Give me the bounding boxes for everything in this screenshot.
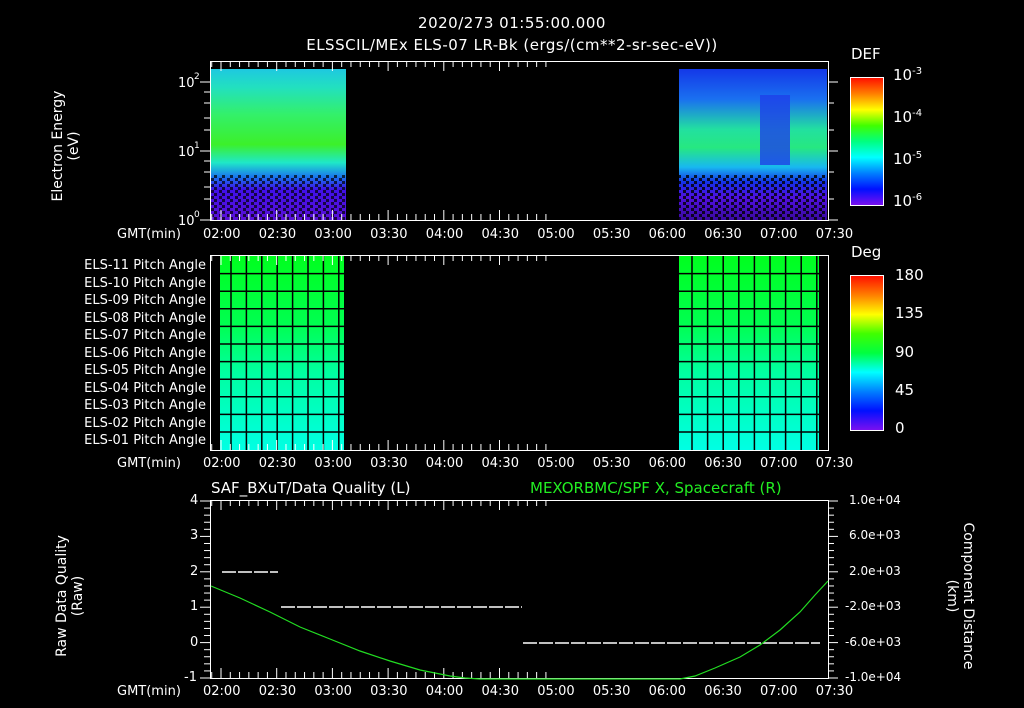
time-tick-label: 05:00 [537,456,575,471]
plot-subtitle: ELSSCIL/MEx ELS-07 LR-Bk (ergs/(cm**2-sr… [306,36,718,54]
time-tick-label: 06:00 [648,227,687,242]
deg-colorbar [850,275,884,431]
quality-tick-label: 4 [190,493,199,508]
pitch-angle-row-label: ELS-01 Pitch Angle [84,433,206,448]
time-tick-label: 03:00 [314,684,352,699]
plot-datetime: 2020/273 01:55:00.000 [418,14,606,32]
distance-unit: (km) [944,579,960,613]
time-tick-label: 06:30 [704,227,742,242]
pitch-angle-row-label: ELS-09 Pitch Angle [84,293,206,308]
deg-tick-180: 180 [895,266,924,284]
pitch-angle-row-label: ELS-06 Pitch Angle [84,345,206,361]
svg-text:10: 10 [178,214,195,225]
distance-axis-label: Component Distance (km) [910,520,1010,670]
time-tick-label: 03:00 [314,456,352,471]
time-tick-label: 04:30 [481,684,519,699]
time-tick-label: 03:00 [314,227,352,242]
distance-tick-label: -2.0e+03 [845,599,902,614]
time-tick-label: 07:30 [815,227,854,242]
time-tick-label: 05:00 [537,227,575,242]
svg-text:10: 10 [178,145,195,160]
quality-tick-label: -1 [184,670,197,685]
deg-tick-90: 90 [895,343,915,361]
quality-axis-label: Raw Data Quality (Raw) [20,520,120,670]
time-tick-label: 02:00 [203,684,241,699]
pitch-angle-labels: ELS-11 Pitch Angle ELS-10 Pitch Angle ELS-… [40,257,206,450]
svg-text:2: 2 [194,72,200,82]
pitch-angle-row-label: ELS-10 Pitch Angle [84,275,206,291]
time-tick-label: 05:30 [592,227,631,242]
spectrogram-panel: 10 0 10 1 10 2 [178,61,838,225]
time-tick-label: 03:30 [370,227,408,242]
time-tick-label: 04:00 [425,456,464,471]
pitch-angle-row-label: ELS-08 Pitch Angle [84,310,206,326]
energy-label: Electron Energy [50,90,66,202]
time-tick-label: 02:00 [203,227,241,242]
quality-label: Raw Data Quality [54,535,70,657]
time-tick-label: 07:00 [760,456,798,471]
time-tick-label: 02:00 [203,456,241,471]
svg-text:10: 10 [178,76,195,91]
time-tick-label: 02:30 [258,684,297,699]
time-tick-label: 06:00 [648,456,687,471]
svg-text:1: 1 [194,141,200,151]
time-tick-label: 07:30 [815,684,854,699]
svg-text:0: 0 [194,210,200,220]
quality-tick-label: 0 [190,634,199,650]
pitch-angle-row-label: ELS-04 Pitch Angle [84,380,206,396]
distance-tick-label: 1.0e+04 [849,493,901,507]
time-tick-label: 04:00 [425,227,464,242]
time-tick-label: 07:00 [760,684,798,699]
right-series-title: MEXORBMC/SPF X, Spacecraft (R) [530,479,782,497]
distance-tick-label: 2.0e+03 [849,563,901,578]
quality-unit: (Raw) [70,575,86,617]
left-series-title: SAF_BXuT/Data Quality (L) [211,479,411,497]
time-axis-label: GMT(min) [117,456,181,471]
time-tick-label: 07:30 [815,456,854,471]
time-tick-label: 07:00 [760,227,798,242]
pitch-angle-row-label: ELS-02 Pitch Angle [84,415,206,431]
time-tick-label: 04:30 [481,227,519,242]
time-tick-label: 03:30 [370,456,408,471]
pitch-angle-panel [210,255,829,451]
pitch-angle-row-label: ELS-03 Pitch Angle [84,398,206,413]
energy-unit: (eV) [66,131,82,161]
deg-tick-0: 0 [895,419,905,437]
energy-axis-label: Electron Energy (eV) [36,68,96,218]
distance-tick-label: -1.0e+04 [845,670,902,684]
time-tick-label: 04:00 [425,684,464,699]
time-tick-label: 03:30 [370,684,408,699]
def-colorbar [850,77,884,206]
quality-tick-label: 2 [190,563,199,579]
pitch-angle-row-label: ELS-11 Pitch Angle [84,258,206,273]
time-tick-label: 02:30 [258,456,297,471]
deg-colorbar-title: Deg [851,243,882,261]
def-tick-label: 10-5 [893,150,923,168]
pitch-angle-row-label: ELS-07 Pitch Angle [84,328,206,343]
def-tick-label: 10-4 [893,108,923,126]
def-colorbar-title: DEF [851,45,881,63]
line-plot-panel [200,500,838,680]
quality-tick-label: 1 [190,599,199,615]
time-axis-label: GMT(min) [117,684,181,699]
time-tick-label: 05:00 [537,684,575,699]
distance-tick-label: 6.0e+03 [849,528,901,543]
time-tick-label: 06:30 [704,456,742,471]
distance-label: Component Distance [960,522,976,670]
def-tick-label: 10-3 [893,66,923,84]
pitch-angle-row-label: ELS-05 Pitch Angle [84,363,206,378]
def-tick-label: 10-6 [893,192,923,210]
quality-tick-label: 3 [190,528,199,544]
time-tick-label: 05:30 [592,684,631,699]
time-tick-label: 05:30 [592,456,631,471]
deg-tick-45: 45 [895,381,915,399]
deg-tick-135: 135 [895,304,924,322]
time-axis-label: GMT(min) [117,227,181,242]
time-tick-label: 06:30 [704,684,742,699]
time-tick-label: 04:30 [481,456,519,471]
distance-tick-label: -6.0e+03 [845,634,902,649]
time-tick-label: 06:00 [648,684,687,699]
time-tick-label: 02:30 [258,227,297,242]
